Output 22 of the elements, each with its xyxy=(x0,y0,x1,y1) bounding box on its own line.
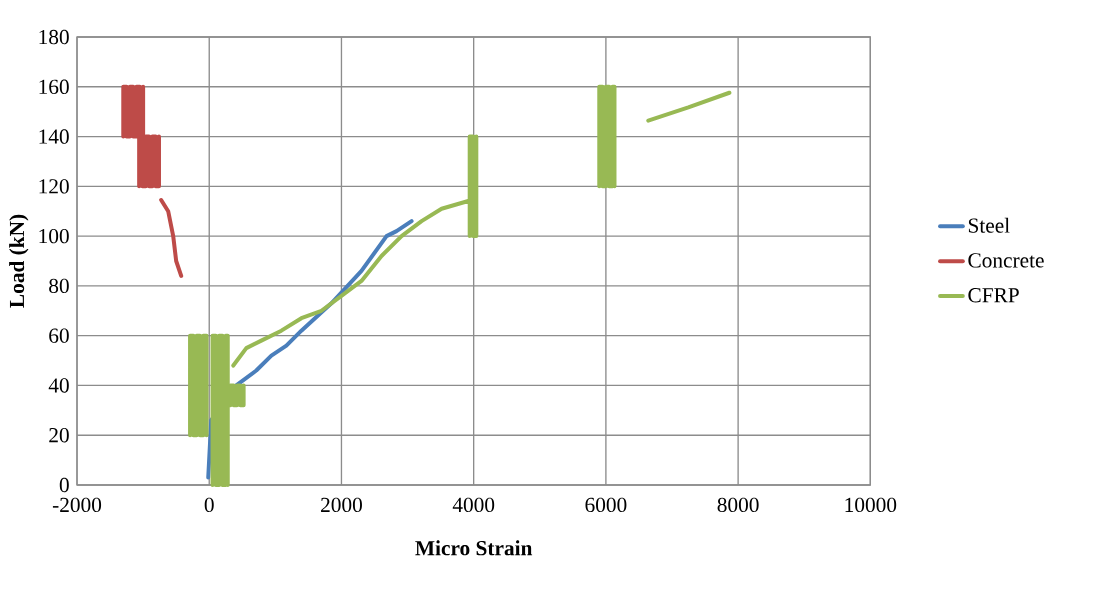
y-tick-label: 40 xyxy=(48,378,69,393)
x-tick-label: 6000 xyxy=(585,497,627,513)
y-tick-label: 160 xyxy=(39,79,69,94)
x-tick-label: -2000 xyxy=(52,497,102,513)
x-tick-label: 2000 xyxy=(321,497,362,513)
y-tick-label: 80 xyxy=(49,278,69,294)
y-tick-label: 120 xyxy=(39,179,69,194)
legend-label: CFRP xyxy=(968,288,1019,303)
y-tick-label: 0 xyxy=(59,477,69,493)
y-tick-label: 100 xyxy=(39,228,69,244)
y-tick-label: 180 xyxy=(39,29,69,45)
y-tick-label: 20 xyxy=(49,428,69,443)
x-tick-label: 10000 xyxy=(845,497,897,513)
y-tick-label: 60 xyxy=(49,328,69,343)
legend-label: Steel xyxy=(968,217,1010,233)
x-tick-label: 0 xyxy=(204,497,214,513)
y-axis-title: Load (kN) xyxy=(9,214,29,308)
x-axis-title: Micro Strain xyxy=(415,540,533,556)
y-tick-label: 140 xyxy=(39,129,69,144)
x-tick-label: 8000 xyxy=(717,497,759,513)
legend-label: Concrete xyxy=(968,253,1044,268)
x-tick-label: 4000 xyxy=(452,497,495,513)
